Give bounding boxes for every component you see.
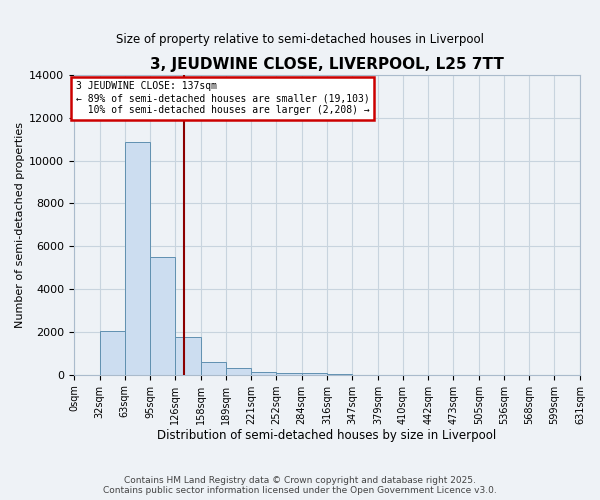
X-axis label: Distribution of semi-detached houses by size in Liverpool: Distribution of semi-detached houses by … <box>157 430 497 442</box>
Bar <box>100 331 125 374</box>
Bar <box>175 338 201 374</box>
Y-axis label: Number of semi-detached properties: Number of semi-detached properties <box>15 122 25 328</box>
Text: Contains HM Land Registry data © Crown copyright and database right 2025.
Contai: Contains HM Land Registry data © Crown c… <box>103 476 497 495</box>
Bar <box>125 142 150 374</box>
Bar <box>276 373 302 374</box>
Bar <box>226 368 251 374</box>
Text: Size of property relative to semi-detached houses in Liverpool: Size of property relative to semi-detach… <box>116 32 484 46</box>
Text: 3 JEUDWINE CLOSE: 137sqm
← 89% of semi-detached houses are smaller (19,103)
  10: 3 JEUDWINE CLOSE: 137sqm ← 89% of semi-d… <box>76 82 370 114</box>
Bar <box>150 257 175 374</box>
Bar <box>251 372 276 374</box>
Bar <box>201 362 226 374</box>
Title: 3, JEUDWINE CLOSE, LIVERPOOL, L25 7TT: 3, JEUDWINE CLOSE, LIVERPOOL, L25 7TT <box>150 58 504 72</box>
Bar <box>302 373 328 374</box>
